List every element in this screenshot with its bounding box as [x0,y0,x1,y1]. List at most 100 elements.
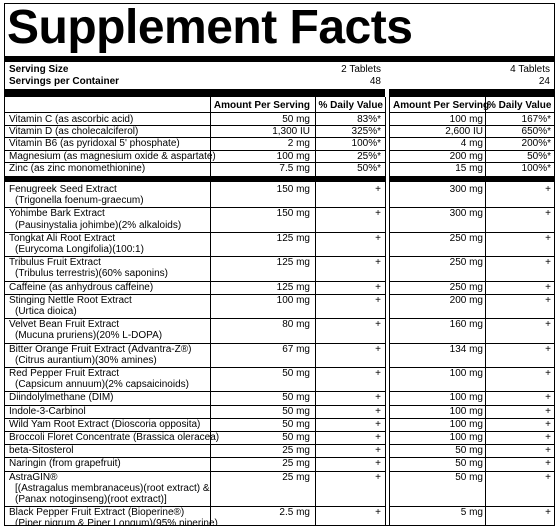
vitamin-amount-4tab: 15 mg [455,162,483,174]
vitamin-dv-4tab: 50%* [527,150,551,162]
ingredient-amount-4tab: 250 mg [449,232,483,244]
header-rule-right [389,112,554,113]
ingredient-dv-2tab: + [375,294,381,306]
ingredient-amount-4tab: 300 mg [449,208,483,220]
panel-divider-left [385,97,386,525]
vitamins-end-rule-right [389,176,554,182]
ingredient-row-rule [389,367,554,368]
serving-size-label: Serving Size [9,64,69,75]
ingredient-row-rule [389,431,554,432]
ingredient-amount-2tab: 80 mg [282,319,310,331]
ingredient-dv-4tab: + [545,458,551,470]
ingredient-name: Red Pepper Fruit Extract [9,368,120,379]
ingredient-name: Velvet Bean Fruit Extract [9,319,120,331]
ingredient-row-rule [5,418,385,419]
ingredient-amount-2tab: 25 mg [282,471,310,483]
ingredient-name: Tribulus Fruit Extract [9,257,101,269]
ingredient-row-rule [5,207,385,208]
ingredient-row-rule [5,294,385,295]
vitamin-row-rule [389,137,554,138]
ingredient-dv-2tab: + [375,392,381,404]
ingredient-dv-2tab: + [375,405,381,417]
servings-per-container-label: Servings per Container [9,76,120,87]
vitamin-amount-2tab: 50 mg [282,114,310,125]
ingredient-amount-4tab: 100 mg [449,368,483,379]
ingredient-dv-2tab: + [375,184,381,195]
ingredient-row-rule [5,391,385,392]
ingredient-row-rule [5,367,385,368]
ingredient-detail: (Citrus aurantium)(30% amines) [15,354,157,366]
ingredient-row-rule [389,391,554,392]
ingredient-amount-2tab: 50 mg [282,405,310,417]
ingredient-row-rule [5,457,385,458]
ingredient-row-rule [389,405,554,406]
ingredient-row-rule [389,318,554,319]
ingredient-row-rule [389,444,554,445]
ingredient-dv-2tab: + [375,281,381,293]
ingredient-name: Bitter Orange Fruit Extract (Advantra-Z®… [9,343,192,355]
ingredient-amount-4tab: 200 mg [449,294,483,306]
ingredient-name: Wild Yam Root Extract (Dioscoria opposit… [9,418,201,430]
ingredient-detail: (Tribulus terrestris)(60% saponins) [15,268,169,280]
ingredient-detail: (Capsicum annuum)(2% capsaicinoids) [15,379,189,391]
vitamin-amount-4tab: 4 mg [460,138,483,150]
vitamin-amount-2tab: 1,300 IU [272,126,310,138]
ingredient-row-rule [5,444,385,445]
vitamin-amount-2tab: 100 mg [276,150,310,162]
ingredient-dv-2tab: + [375,232,381,244]
servings-rule-right [389,89,554,97]
ingredient-dv-2tab: + [375,458,381,470]
ingredient-detail: [(Astragalus membranaceus)(root extract)… [15,482,210,494]
ingredient-amount-2tab: 150 mg [276,184,310,195]
ingredient-dv-4tab: + [545,392,551,404]
ingredient-amount-2tab: 67 mg [282,343,310,355]
header-dv-col2: % Daily Value [318,100,383,111]
ingredient-amount-4tab: 100 mg [449,418,483,430]
ingredient-amount-2tab: 50 mg [282,368,310,379]
vitamin-row-rule [5,125,385,126]
vitamin-row-rule [5,162,385,163]
ingredient-dv-4tab: + [545,405,551,417]
vitamin-dv-4tab: 200%* [521,138,551,150]
vitamin-row-rule [5,150,385,151]
vitamin-row-rule [389,162,554,163]
ingredient-amount-4tab: 5 mg [460,507,483,519]
ingredient-amount-4tab: 100 mg [449,405,483,417]
vitamin-dv-2tab: 100%* [351,138,381,150]
ingredient-dv-2tab: + [375,257,381,269]
ingredient-amount-2tab: 50 mg [282,432,310,443]
ingredient-amount-4tab: 50 mg [455,458,483,470]
panel-divider-right [389,97,390,525]
ingredient-dv-4tab: + [545,432,551,443]
ingredient-row-rule [5,281,385,282]
ingredient-name: Fenugreek Seed Extract [9,184,117,195]
ingredient-amount-4tab: 100 mg [449,432,483,443]
vitamin-amount-2tab: 7.5 mg [279,162,310,174]
vitamin-name: Vitamin B6 (as pyridoxal 5' phosphate) [9,138,180,150]
ingredient-dv-2tab: + [375,343,381,355]
ingredient-detail: (Eurycoma Longifolia)(100:1) [15,244,144,255]
servings-rule-left [5,89,385,97]
vitamin-amount-4tab: 200 mg [449,150,483,162]
vitamin-amount-4tab: 2,600 IU [445,126,483,138]
ingredient-name: Tongkat Ali Root Extract [9,232,116,244]
vitamin-dv-2tab: 25%* [357,150,381,162]
header-rule-left [5,112,385,113]
panel-title: Supplement Facts [7,3,413,54]
ingredient-amount-2tab: 50 mg [282,418,310,430]
col2-serving-size: 2 Tablets [341,64,381,75]
ingredient-dv-4tab: + [545,208,551,220]
vitamin-name: Magnesium (as magnesium oxide & aspartat… [9,150,216,162]
ingredient-amount-4tab: 50 mg [455,445,483,457]
header-amount-col3: Amount Per Serving [393,100,490,111]
col3-serving-size: 4 Tablets [510,64,550,75]
ingredient-amount-2tab: 100 mg [276,294,310,306]
vitamin-dv-4tab: 167%* [521,114,551,125]
ingredient-row-rule [389,294,554,295]
col-divider-dv4 [485,97,486,525]
ingredient-amount-4tab: 50 mg [455,471,483,483]
ingredient-row-rule [5,256,385,257]
ingredient-name: Caffeine (as anhydrous caffeine) [9,281,154,293]
ingredient-row-rule [5,471,385,472]
vitamin-amount-4tab: 100 mg [449,114,483,125]
